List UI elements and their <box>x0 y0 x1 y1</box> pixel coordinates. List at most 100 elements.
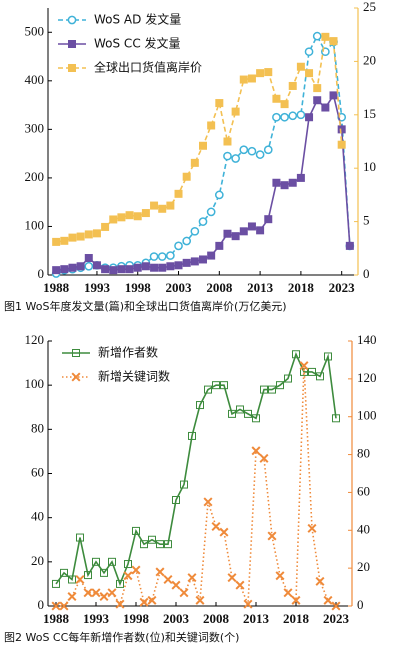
point <box>244 409 252 418</box>
point <box>280 181 289 190</box>
point <box>307 523 317 533</box>
point <box>280 100 289 109</box>
point <box>133 263 142 272</box>
point <box>164 540 172 549</box>
y2-tick-label: 20 <box>357 559 370 574</box>
point <box>313 96 322 105</box>
point <box>203 497 213 507</box>
point <box>84 254 93 263</box>
x-tick-label: 2013 <box>247 280 274 295</box>
point <box>337 140 346 149</box>
y2-tick-label: 10 <box>363 159 376 174</box>
point <box>198 217 208 226</box>
x-tick-label: 2018 <box>288 280 315 295</box>
x-tick-label: 2013 <box>243 611 270 626</box>
point <box>60 568 68 577</box>
point <box>268 385 276 394</box>
y2-tick-label: 25 <box>363 0 376 14</box>
point <box>139 597 149 607</box>
legend-marker <box>71 372 81 382</box>
caption: 图2 WoS CC每年新增作者数(位)和关键词数(个) <box>4 630 239 644</box>
point <box>155 567 165 577</box>
point <box>124 560 132 569</box>
y2-tick-label: 0 <box>363 266 370 281</box>
y2-tick-label: 5 <box>363 213 370 228</box>
point <box>166 262 175 271</box>
point <box>247 146 257 156</box>
y-tick-label: 20 <box>31 553 44 568</box>
point <box>101 222 110 231</box>
point <box>60 236 69 245</box>
y2-tick-label: 0 <box>357 597 364 612</box>
point <box>321 32 330 41</box>
y-tick-label: 300 <box>25 120 45 135</box>
point <box>296 173 305 182</box>
point <box>256 69 265 78</box>
y2-tick-label: 120 <box>357 370 377 385</box>
series-line <box>55 352 337 587</box>
point <box>204 385 212 394</box>
x-tick-label: 2008 <box>206 280 233 295</box>
point <box>243 599 253 609</box>
point <box>324 352 332 361</box>
y2-tick-label: 80 <box>357 446 370 461</box>
point <box>92 229 101 238</box>
x-tick-label: 2003 <box>166 280 193 295</box>
point <box>264 68 273 77</box>
point <box>231 232 240 241</box>
point <box>321 103 330 112</box>
x-tick-label: 2003 <box>163 611 190 626</box>
point <box>148 535 156 544</box>
point <box>259 453 269 463</box>
point <box>83 588 93 598</box>
point <box>214 190 224 200</box>
point <box>288 111 298 121</box>
point <box>116 579 124 588</box>
point <box>150 263 159 272</box>
point <box>100 568 108 577</box>
y2-tick-label: 100 <box>357 408 377 423</box>
point <box>280 112 289 122</box>
point <box>332 414 340 423</box>
point <box>323 595 333 605</box>
point <box>256 226 265 235</box>
point <box>171 580 181 590</box>
legend-marker <box>72 349 80 357</box>
point <box>190 257 199 266</box>
y2-tick-label: 140 <box>357 332 377 347</box>
y-tick-label: 80 <box>31 420 44 435</box>
x-tick-label: 1993 <box>84 280 111 295</box>
point <box>219 527 229 537</box>
y-tick-label: 500 <box>25 23 45 38</box>
point <box>125 265 134 274</box>
y-tick-label: 200 <box>25 169 45 184</box>
y-tick-label: 40 <box>31 509 44 524</box>
point <box>190 226 200 236</box>
point <box>92 557 100 566</box>
legend-label: 全球出口货值离岸价 <box>94 60 202 75</box>
point <box>182 236 192 246</box>
x-tick-label: 1988 <box>43 611 70 626</box>
point <box>187 573 197 583</box>
point <box>296 62 305 71</box>
point <box>92 261 101 270</box>
point <box>236 405 244 414</box>
point <box>260 385 268 394</box>
x-tick-label: 2023 <box>329 280 356 295</box>
point <box>182 172 191 181</box>
x-tick-label: 1998 <box>125 280 152 295</box>
point <box>190 158 199 167</box>
y-tick-label: 0 <box>38 597 45 612</box>
point <box>84 230 93 239</box>
point <box>223 137 232 146</box>
point <box>179 588 189 598</box>
series-line <box>56 93 351 271</box>
point <box>174 241 183 251</box>
point <box>163 574 173 585</box>
point <box>206 207 216 217</box>
point <box>223 151 232 161</box>
point <box>288 81 297 90</box>
point <box>312 31 322 41</box>
y-tick-label: 100 <box>25 376 45 391</box>
